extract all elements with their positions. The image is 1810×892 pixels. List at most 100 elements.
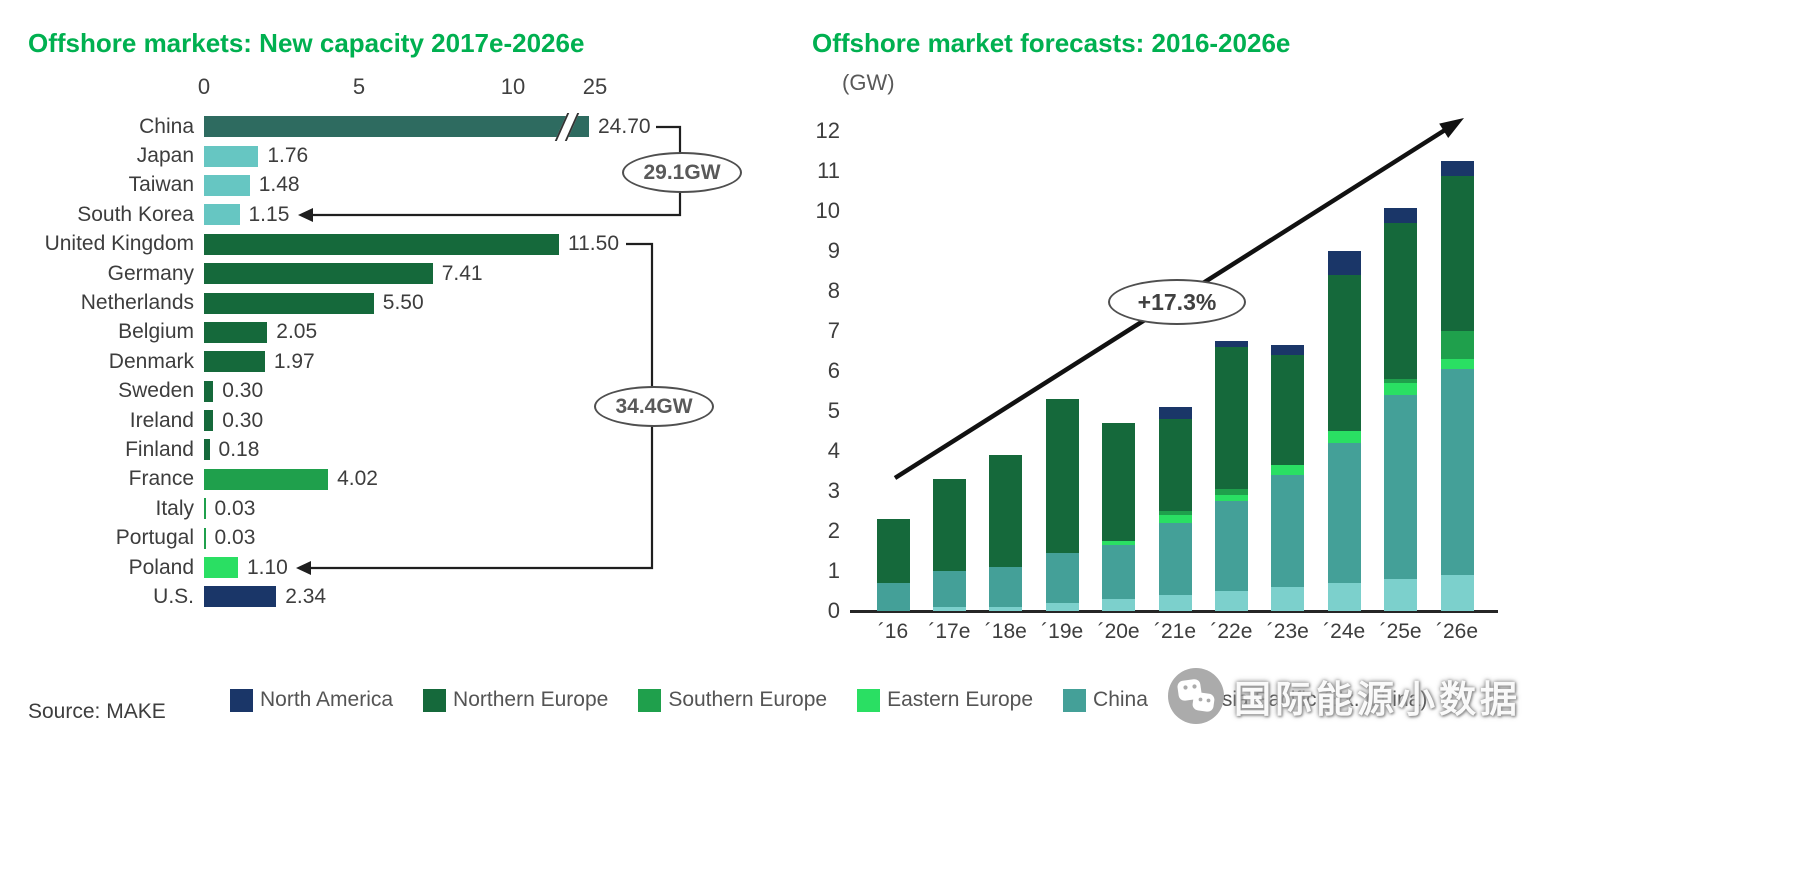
- bar-row: Germany 7.41: [20, 259, 800, 288]
- trend-arrow: [893, 118, 1464, 480]
- y-axis-tick-label: 8: [827, 278, 840, 303]
- bar: [204, 586, 277, 608]
- bar: [204, 292, 374, 314]
- legend-swatch: [1063, 688, 1087, 712]
- x-axis-tick-label: ´18e: [984, 620, 1027, 643]
- bar-segment: [1327, 443, 1361, 583]
- y-axis-tick-label: 0: [827, 598, 840, 623]
- country-label: Belgium: [118, 320, 194, 344]
- value-label: 1.97: [273, 349, 315, 373]
- bar-row: Italy 0.03: [20, 494, 800, 523]
- bar-segment: [932, 571, 966, 607]
- country-label: South Korea: [77, 202, 194, 226]
- bar-row: Netherlands 5.50: [20, 288, 800, 317]
- bar-track: 11.50: [204, 230, 800, 259]
- x-axis-tick-label: ´24e: [1323, 620, 1366, 643]
- bar: [204, 439, 210, 461]
- bar-track: 2.05: [204, 318, 800, 347]
- bar-segment: [1384, 223, 1418, 379]
- country-label: Japan: [136, 144, 194, 168]
- bar-track: 5.50: [204, 288, 800, 317]
- y-axis-tick-label: 4: [827, 438, 840, 463]
- bar-row: France 4.02: [20, 465, 800, 494]
- value-label: 0.03: [214, 526, 256, 550]
- wechat-icon: [1168, 668, 1224, 724]
- source-note: Source: MAKE: [28, 700, 166, 723]
- y-axis-tick-label: 7: [827, 318, 840, 343]
- country-label: Poland: [128, 555, 194, 579]
- left-chart-bars: China 24.70 Japan 1.76 Taiwan 1.48 South Korea…: [20, 112, 800, 612]
- x-axis-tick-label: ´17e: [928, 620, 971, 643]
- value-label: 0.03: [214, 496, 256, 520]
- bar-track: 0.30: [204, 377, 800, 406]
- y-axis-tick-label: 5: [827, 398, 840, 423]
- legend-label: China: [1093, 688, 1148, 711]
- bar-segment: [989, 455, 1023, 567]
- bar-segment: [1102, 545, 1136, 599]
- bar-segment: [932, 479, 966, 571]
- x-axis-tick-label: ´20e: [1097, 620, 1140, 643]
- legend-item: Southern Europe: [638, 688, 827, 712]
- bar-row: China 24.70: [20, 112, 800, 141]
- watermark-text: 国际能源小数据: [1234, 679, 1521, 720]
- bar-segment: [1440, 331, 1474, 359]
- legend-label: Asia Pacific (Ex. China): [1207, 688, 1428, 711]
- bar-segment: [1271, 345, 1305, 355]
- right-chart-panel: Offshore market forecasts: 2016-2026e (G…: [800, 16, 1600, 676]
- bar-row: Sweden 0.30: [20, 377, 800, 406]
- bar: [204, 380, 214, 402]
- value-label: 24.70: [598, 114, 651, 138]
- bar-track: 1.48: [204, 171, 800, 200]
- bar-segment: [1158, 511, 1192, 515]
- bar-row: Japan 1.76: [20, 141, 800, 170]
- bar-segment: [1440, 176, 1474, 331]
- legend-item: North America: [230, 688, 393, 712]
- bar-segment: [876, 583, 910, 611]
- bar-segment: [1327, 431, 1361, 443]
- bar-track: 0.03: [204, 523, 800, 552]
- bar-segment: [1214, 495, 1248, 501]
- bar-track: 0.30: [204, 406, 800, 435]
- value-label: 2.05: [276, 320, 318, 344]
- y-axis-tick-label: 10: [815, 198, 840, 223]
- bar-segment: [1384, 207, 1418, 223]
- bar-row: South Korea 1.15: [20, 200, 800, 229]
- bar-segment: [1045, 603, 1079, 611]
- bar-segment: [1214, 489, 1248, 495]
- bar-row: Finland 0.18: [20, 435, 800, 464]
- europe-total-badge: 34.4GW: [594, 386, 714, 427]
- bar-segment: [1158, 595, 1192, 611]
- bar-segment: [1214, 591, 1248, 611]
- bar-row: Taiwan 1.48: [20, 171, 800, 200]
- bar-segment: [1440, 161, 1474, 177]
- right-chart-plot: 0 1 2 3 4 5 6 7 8 9 10 11 12 ´16 ´17e ´18e ´19e ´20e ´21e ´…: [800, 16, 1600, 676]
- bar-row: United Kingdom 11.50: [20, 230, 800, 259]
- legend-label: Southern Europe: [668, 688, 828, 711]
- left-chart-title: Offshore markets: New capacity 2017e-202…: [28, 28, 585, 58]
- bar: [204, 468, 329, 490]
- country-label: Taiwan: [128, 173, 194, 197]
- bar: [204, 410, 214, 432]
- bar: [204, 204, 240, 226]
- bar-track: 1.10: [204, 553, 800, 582]
- bar: [204, 263, 433, 285]
- y-axis-tick-label: 6: [827, 358, 840, 383]
- bar-segment: [1102, 423, 1136, 541]
- bar-segment: [1440, 575, 1474, 611]
- country-label: Ireland: [129, 408, 194, 432]
- bar-segment: [1271, 465, 1305, 475]
- country-label: Italy: [155, 496, 194, 520]
- legend-label: North America: [260, 688, 394, 711]
- bar-segment: [1102, 541, 1136, 545]
- x-axis-tick-label: ´19e: [1041, 620, 1084, 643]
- value-label: 1.76: [267, 144, 309, 168]
- legend-swatch: [230, 688, 253, 712]
- bar-track: 1.15: [204, 200, 800, 229]
- bar-row: Ireland 0.30: [20, 406, 800, 435]
- country-label: Finland: [125, 437, 194, 461]
- value-label: 0.30: [222, 379, 264, 403]
- value-label: 11.50: [568, 232, 619, 256]
- value-label: 1.48: [258, 173, 300, 197]
- bar: [204, 233, 559, 255]
- left-chart-panel: Offshore markets: New capacity 2017e-202…: [20, 16, 800, 676]
